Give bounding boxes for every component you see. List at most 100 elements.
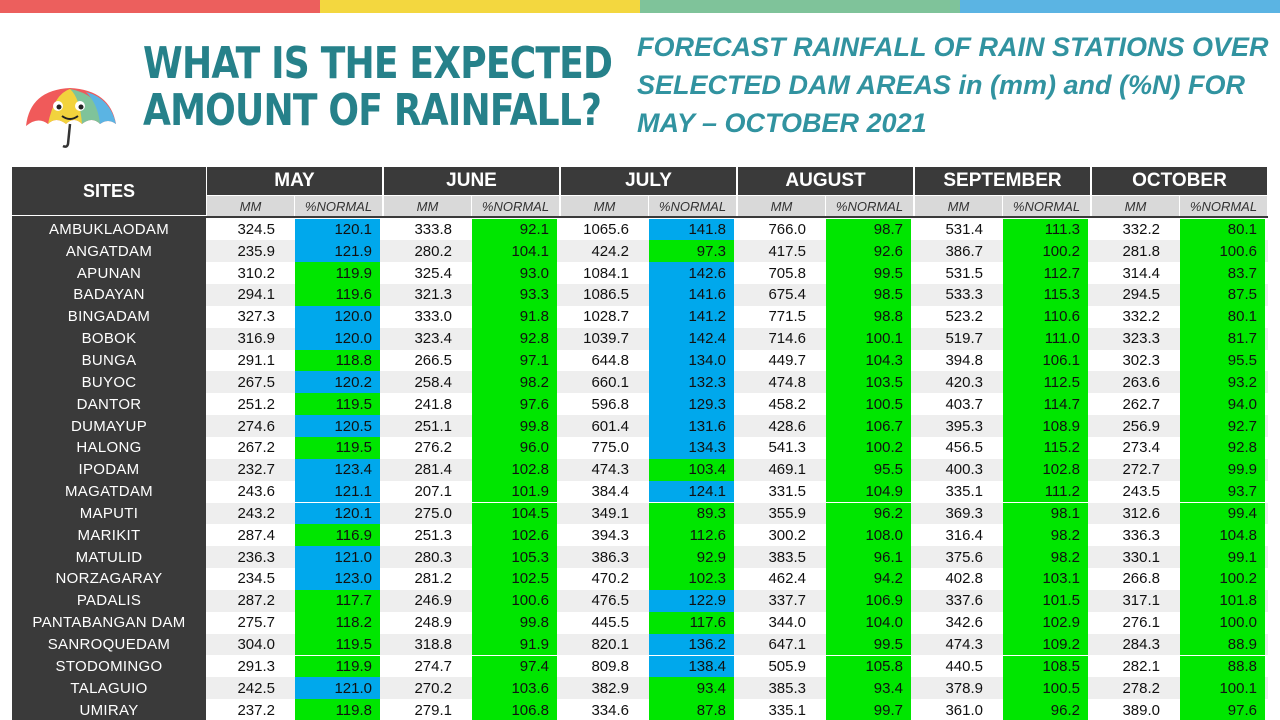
table-row — [206, 349, 1268, 372]
table-row — [206, 546, 1268, 569]
mm-cell: 644.8 — [591, 351, 629, 369]
subheader-percent-normal: %NORMAL — [649, 196, 736, 216]
mm-cell: 241.8 — [414, 395, 452, 413]
percent-normal-cell: 98.1 — [1003, 502, 1088, 525]
mm-cell: 294.5 — [1122, 286, 1160, 304]
percent-normal-cell: 100.1 — [1180, 677, 1265, 700]
mm-cell: 383.5 — [768, 548, 806, 566]
mm-cell: 541.3 — [768, 439, 806, 457]
site-name: APUNAN — [76, 264, 142, 282]
percent-normal-cell: 97.3 — [649, 240, 734, 263]
percent-normal-cell: 129.3 — [649, 393, 734, 416]
site-name: BINGADAM — [67, 308, 151, 326]
mm-cell: 402.8 — [945, 570, 983, 588]
umbrella-icon — [26, 88, 116, 148]
mm-cell: 417.5 — [768, 242, 806, 260]
percent-normal-cell: 111.0 — [1003, 327, 1088, 350]
percent-normal-cell: 104.3 — [826, 349, 911, 372]
mm-cell: 660.1 — [591, 373, 629, 391]
table-row — [206, 458, 1268, 481]
mm-cell: 714.6 — [768, 330, 806, 348]
percent-normal-cell: 120.0 — [295, 305, 380, 328]
site-name: TALAGUIO — [70, 679, 148, 697]
mm-cell: 274.7 — [414, 657, 452, 675]
mm-cell: 531.5 — [945, 264, 983, 282]
percent-normal-cell: 122.9 — [649, 589, 734, 612]
title-line-2: AMOUNT OF RAINFALL? — [143, 85, 602, 136]
percent-normal-cell: 119.5 — [295, 393, 380, 416]
mm-cell: 505.9 — [768, 657, 806, 675]
top-color-bar — [0, 0, 1280, 13]
mm-cell: 317.1 — [1122, 592, 1160, 610]
mm-cell: 251.1 — [414, 417, 452, 435]
mm-cell: 1065.6 — [583, 220, 629, 238]
percent-normal-cell: 93.0 — [472, 262, 557, 284]
percent-normal-cell: 100.2 — [1003, 240, 1088, 263]
percent-normal-cell: 108.9 — [1003, 415, 1088, 437]
mm-cell: 470.2 — [591, 570, 629, 588]
percent-normal-cell: 121.0 — [295, 677, 380, 700]
site-name: BUYOC — [81, 373, 137, 391]
percent-normal-cell: 119.6 — [295, 284, 380, 306]
percent-normal-cell: 98.2 — [1003, 524, 1088, 547]
percent-normal-cell: 142.4 — [649, 327, 734, 350]
percent-normal-cell: 88.8 — [1180, 655, 1265, 678]
mm-cell: 318.8 — [414, 636, 452, 654]
table-row — [206, 568, 1268, 590]
table-row — [206, 437, 1268, 459]
mm-cell: 276.1 — [1122, 614, 1160, 632]
top-bar-red — [0, 0, 320, 13]
top-bar-green — [640, 0, 960, 13]
percent-normal-cell: 98.2 — [1003, 546, 1088, 569]
mm-cell: 445.5 — [591, 614, 629, 632]
mm-cell: 394.3 — [591, 526, 629, 544]
percent-normal-cell: 102.5 — [472, 568, 557, 590]
mm-cell: 246.9 — [414, 592, 452, 610]
mm-cell: 275.7 — [237, 614, 275, 632]
mm-cell: 382.9 — [591, 679, 629, 697]
site-name: DANTOR — [76, 395, 142, 413]
table-row — [206, 240, 1268, 263]
site-name: MAPUTI — [79, 504, 139, 522]
percent-normal-cell: 119.5 — [295, 633, 380, 656]
mm-cell: 291.1 — [237, 351, 275, 369]
percent-normal-cell: 105.8 — [826, 655, 911, 678]
percent-normal-cell: 81.7 — [1180, 327, 1265, 350]
mm-cell: 523.2 — [945, 308, 983, 326]
mm-cell: 279.1 — [414, 701, 452, 719]
mm-cell: 596.8 — [591, 395, 629, 413]
mm-cell: 243.6 — [237, 483, 275, 501]
percent-normal-cell: 141.8 — [649, 218, 734, 241]
mm-cell: 378.9 — [945, 679, 983, 697]
mm-cell: 262.7 — [1122, 395, 1160, 413]
site-name: MARIKIT — [77, 526, 141, 544]
percent-normal-cell: 106.8 — [472, 699, 557, 720]
month-header-may: MAY — [207, 167, 382, 195]
mm-cell: 334.6 — [591, 701, 629, 719]
mm-cell: 775.0 — [591, 439, 629, 457]
mm-cell: 282.1 — [1122, 657, 1160, 675]
percent-normal-cell: 102.8 — [472, 458, 557, 481]
mm-cell: 234.5 — [237, 570, 275, 588]
mm-cell: 330.1 — [1122, 548, 1160, 566]
site-name: IPODAM — [78, 461, 140, 479]
site-name: DUMAYUP — [71, 417, 147, 435]
percent-normal-cell: 121.1 — [295, 480, 380, 503]
mm-cell: 420.3 — [945, 373, 983, 391]
percent-normal-cell: 112.5 — [1003, 371, 1088, 394]
percent-normal-cell: 100.6 — [1180, 240, 1265, 263]
percent-normal-cell: 106.1 — [1003, 349, 1088, 372]
mm-cell: 456.5 — [945, 439, 983, 457]
mm-cell: 312.6 — [1122, 504, 1160, 522]
mm-cell: 355.9 — [768, 504, 806, 522]
site-name: PANTABANGAN DAM — [32, 614, 186, 632]
mm-cell: 1086.5 — [583, 286, 629, 304]
percent-normal-cell: 96.2 — [1003, 699, 1088, 720]
mm-cell: 474.3 — [945, 636, 983, 654]
mm-cell: 385.3 — [768, 679, 806, 697]
percent-normal-cell: 104.5 — [472, 502, 557, 525]
mm-cell: 304.0 — [237, 636, 275, 654]
mm-cell: 323.4 — [414, 330, 452, 348]
mm-cell: 236.3 — [237, 548, 275, 566]
percent-normal-cell: 106.7 — [826, 415, 911, 437]
